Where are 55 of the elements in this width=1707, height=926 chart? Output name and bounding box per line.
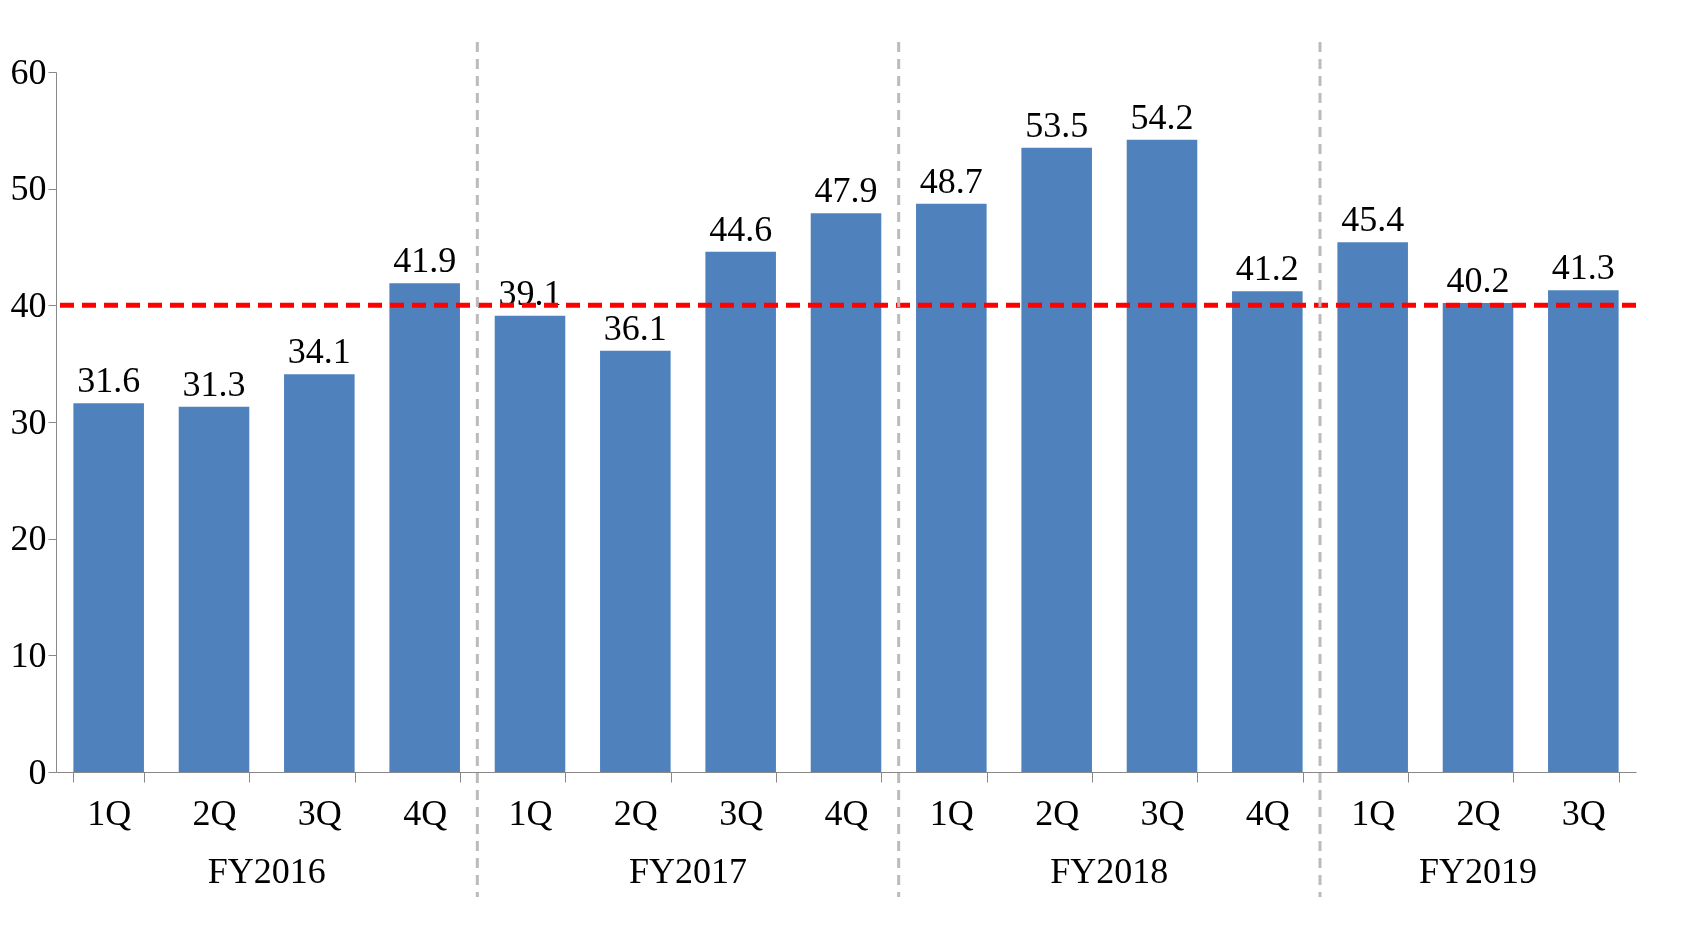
x-tick-label: 2Q	[1035, 792, 1080, 833]
data-label: 36.1	[603, 307, 667, 348]
data-label: 48.7	[919, 160, 983, 201]
data-label: 31.6	[77, 360, 141, 401]
bar	[600, 350, 671, 772]
data-label: 54.2	[1130, 96, 1194, 137]
bar	[1442, 303, 1514, 772]
bar	[284, 374, 355, 772]
y-tick-label: 0	[28, 751, 47, 792]
x-tick-label: 4Q	[824, 792, 869, 833]
bar	[389, 283, 460, 772]
x-tick-label: 1Q	[929, 792, 974, 833]
x-tick-label: 4Q	[1245, 792, 1290, 833]
x-tick-label: 3Q	[719, 792, 764, 833]
data-label: 34.1	[287, 331, 351, 372]
y-tick-label: 50	[10, 168, 47, 209]
text: FY2016	[207, 851, 326, 891]
y-tick-label: 40	[10, 284, 47, 325]
y-tick-label: 20	[10, 518, 47, 559]
text: FY2018	[1050, 851, 1169, 891]
data-label: 53.5	[1025, 104, 1089, 145]
x-tick-label: 3Q	[1140, 792, 1185, 833]
bar	[178, 406, 250, 772]
x-tick-label: 2Q	[192, 792, 237, 833]
bar	[73, 403, 144, 772]
x-tick-label: 1Q	[87, 792, 132, 833]
x-tick-label: 3Q	[1561, 792, 1606, 833]
bar	[1232, 291, 1303, 772]
bar	[810, 213, 882, 772]
data-label: 40.2	[1446, 260, 1510, 300]
x-tick-label: 1Q	[1351, 792, 1396, 833]
bar	[916, 203, 987, 772]
bar	[705, 251, 776, 772]
bar	[1126, 139, 1198, 772]
bar	[1548, 290, 1619, 772]
bar	[1337, 242, 1408, 772]
data-label: 45.4	[1341, 199, 1405, 240]
data-label: 41.3	[1551, 247, 1615, 288]
y-tick-label: 10	[10, 634, 47, 675]
bar	[494, 315, 566, 772]
bar	[1021, 147, 1092, 772]
data-label: 47.9	[814, 170, 878, 211]
y-tick-label: 60	[10, 51, 47, 92]
x-tick-label: 2Q	[613, 792, 658, 833]
text: FY2017	[628, 851, 748, 891]
x-tick-label: 1Q	[508, 792, 553, 833]
x-tick-label: 3Q	[297, 792, 342, 833]
data-label: 44.6	[709, 208, 773, 249]
text: FY2019	[1418, 851, 1538, 891]
data-label: 41.9	[393, 240, 457, 281]
x-tick-label: 2Q	[1456, 792, 1501, 833]
x-tick-label: 4Q	[403, 792, 448, 833]
y-tick-label: 30	[10, 401, 47, 442]
data-label: 41.2	[1235, 248, 1299, 289]
data-label: 31.3	[182, 363, 246, 404]
